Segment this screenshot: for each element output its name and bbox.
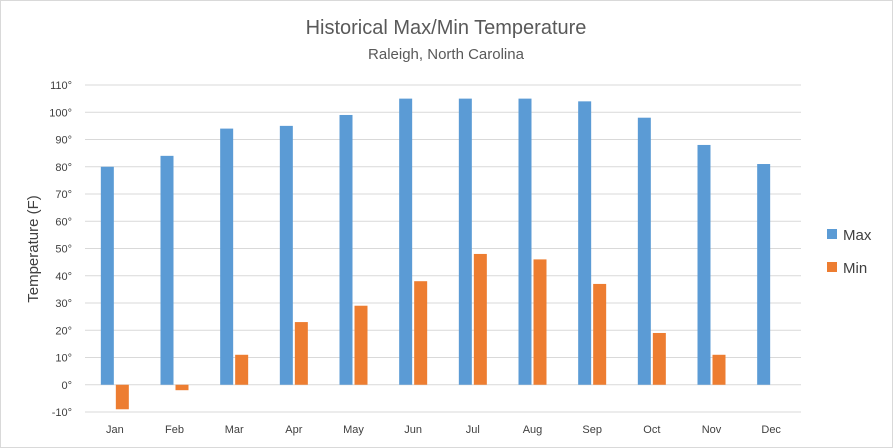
bar-max-sep — [578, 101, 592, 385]
chart-title: Historical Max/Min Temperature — [306, 17, 587, 39]
y-tick-label: 20° — [55, 325, 72, 337]
bar-max-jan — [100, 166, 114, 385]
y-tick-label: 80° — [55, 162, 72, 174]
bar-min-nov — [712, 354, 726, 385]
bar-max-may — [339, 114, 353, 385]
bar-min-jun — [414, 281, 428, 385]
legend-swatch-min — [827, 262, 837, 272]
bar-max-nov — [697, 144, 711, 385]
x-tick-label: Jul — [466, 424, 480, 436]
bar-min-oct — [652, 332, 666, 385]
x-tick-label: Mar — [225, 424, 244, 436]
y-tick-label: 60° — [55, 216, 72, 228]
x-tick-label: Sep — [582, 424, 602, 436]
y-tick-label: 100° — [49, 107, 72, 119]
y-tick-label: 10° — [55, 353, 72, 365]
x-axis-ticks: Jan Feb Mar Apr May Jun Jul Aug Sep Oct Nov Dec — [106, 424, 781, 436]
x-tick-label: Aug — [523, 424, 543, 436]
y-tick-label: 110° — [50, 80, 72, 92]
y-tick-label: 40° — [55, 271, 72, 283]
y-tick-label: 0° — [61, 380, 72, 392]
x-tick-label: Oct — [643, 424, 660, 436]
gridlines — [85, 84, 801, 413]
x-tick-label: Jun — [404, 424, 422, 436]
y-axis-title: Temperature (F) — [25, 195, 42, 303]
x-tick-label: Apr — [285, 424, 302, 436]
bar-max-oct — [637, 117, 651, 385]
bar-min-apr — [294, 322, 308, 385]
bar-min-feb — [175, 384, 189, 391]
y-tick-label: 90° — [55, 135, 72, 147]
bar-min-mar — [235, 354, 249, 385]
x-tick-label: Feb — [165, 424, 184, 436]
bar-min-aug — [533, 259, 547, 385]
bar-max-jul — [458, 98, 472, 385]
legend-label-max: Max — [843, 227, 872, 244]
legend-swatch-max — [827, 229, 837, 239]
legend: Max Min — [827, 227, 872, 277]
chart-subtitle: Raleigh, North Carolina — [368, 46, 525, 63]
x-tick-label: Dec — [761, 424, 781, 436]
x-tick-label: May — [343, 424, 364, 436]
bar-min-jan — [115, 384, 129, 410]
x-tick-label: Jan — [106, 424, 124, 436]
x-tick-label: Nov — [702, 424, 722, 436]
bar-max-feb — [160, 155, 174, 385]
bar-max-aug — [518, 98, 532, 385]
legend-label-min: Min — [843, 260, 867, 277]
bar-max-jun — [399, 98, 413, 385]
bar-max-dec — [757, 164, 771, 385]
bar-min-sep — [593, 283, 607, 385]
bar-min-jul — [473, 253, 487, 385]
bar-max-mar — [220, 128, 234, 385]
y-tick-label: 50° — [55, 244, 72, 256]
y-tick-label: -10° — [52, 407, 72, 419]
y-tick-label: 30° — [55, 298, 72, 310]
y-tick-label: 70° — [55, 189, 72, 201]
bars — [100, 98, 771, 410]
bar-min-may — [354, 305, 368, 385]
bar-max-apr — [279, 125, 293, 385]
y-axis-ticks: -10° 0° 10° 20° 30° 40° 50° 60° 70° 80° 90° 100° 110… — [49, 80, 72, 419]
